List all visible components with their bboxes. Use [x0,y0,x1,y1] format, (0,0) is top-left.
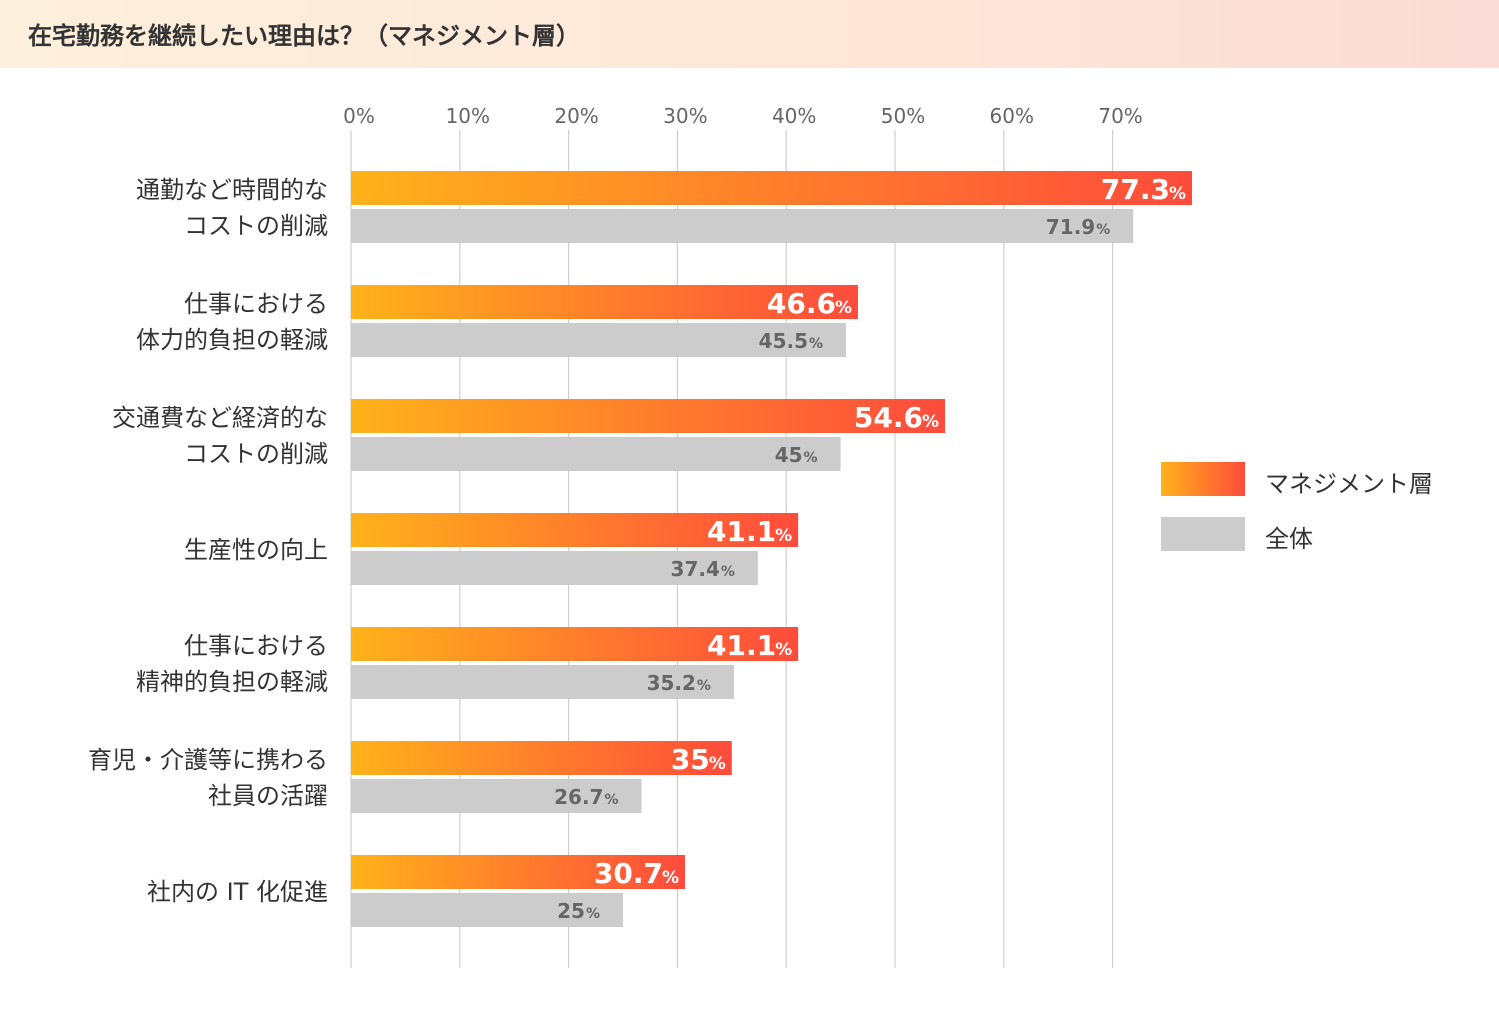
bars: 77.3%71.9 %46.6%45.5 %54.6%45 %41.1%37.4 %41… [351,171,1192,927]
value-suffix-management: % [709,754,726,774]
bar-overall [351,665,734,699]
x-tick-label: 60% [990,104,1034,128]
bar-overall [351,893,623,927]
value-label-management: 41.1 [707,515,776,548]
x-tick-label: 0% [343,104,375,128]
value-suffix-overall: % [604,792,618,808]
value-suffix-management: % [1169,184,1186,204]
category-label: コストの削減 [184,440,328,468]
bar-overall [351,551,758,585]
value-label-management: 46.6 [767,287,836,320]
value-label-management: 30.7 [594,857,663,890]
value-suffix-overall: % [721,564,735,580]
bar-management [351,741,732,775]
bar-overall [351,323,847,357]
legend-item-overall: 全体 [1161,517,1481,553]
value-suffix-management: % [662,868,679,888]
category-labels: 通勤など時間的なコストの削減仕事における体力的負担の軽減交通費など経済的なコスト… [88,176,328,906]
category-label: 仕事における [184,290,328,318]
value-suffix-management: % [922,412,939,432]
bar-management [351,171,1192,205]
value-suffix-overall: % [697,678,711,694]
category-label: 精神的負担の軽減 [136,668,328,696]
category-label: 社内の IT 化促進 [147,878,328,906]
legend-item-management: マネジメント層 [1161,462,1481,498]
x-tick-label: 30% [663,104,707,128]
value-label-overall: 45.5 [759,329,808,353]
value-label-overall: 26.7 [554,785,603,809]
value-label-management: 77.3 [1101,173,1170,206]
bar-management [351,285,858,319]
value-suffix-overall: % [809,336,823,352]
bar-overall [351,437,841,471]
category-label: 仕事における [184,632,328,660]
value-suffix-management: % [835,298,852,318]
bar-management [351,627,799,661]
category-label: 体力的負担の軽減 [136,326,328,354]
bar-overall [351,209,1134,243]
value-suffix-overall: % [1096,222,1110,238]
x-axis-ticks: 0% 10% 20% 30% 40% 50% 60% 70% [343,104,1143,128]
x-tick-label: 40% [772,104,816,128]
bar-management [351,513,799,547]
legend-label-overall: 全体 [1265,525,1313,553]
value-label-overall: 35.2 [647,671,696,695]
legend-swatch-overall [1161,517,1245,551]
bar-management [351,855,686,889]
legend-label-management: マネジメント層 [1265,470,1433,498]
bar-management [351,399,946,433]
value-suffix-overall: % [804,450,818,466]
category-label: 育児・介護等に携わる [88,746,328,774]
x-tick-label: 50% [881,104,925,128]
category-label: 通勤など時間的な [136,176,328,204]
category-label: 社員の活躍 [208,782,328,810]
value-label-management: 41.1 [707,629,776,662]
title-bar: 在宅勤務を継続したい理由は？（マネジメント層） [0,0,1499,68]
value-label-overall: 25 [557,899,585,923]
value-suffix-management: % [775,526,792,546]
bar-overall [351,779,642,813]
value-label-overall: 45 [775,443,803,467]
value-label-management: 35 [671,743,710,776]
value-label-management: 54.6 [854,401,923,434]
x-tick-label: 20% [554,104,598,128]
value-suffix-overall: % [586,906,600,922]
legend-swatch-management [1161,462,1245,496]
value-label-overall: 37.4 [671,557,720,581]
category-label: 生産性の向上 [184,536,328,564]
category-label: コストの削減 [184,212,328,240]
x-tick-label: 70% [1098,104,1142,128]
x-tick-label: 10% [446,104,490,128]
category-label: 交通費など経済的な [112,404,328,432]
value-label-overall: 71.9 [1046,215,1095,239]
chart-title: 在宅勤務を継続したい理由は？（マネジメント層） [28,22,580,50]
value-suffix-management: % [775,640,792,660]
grid-lines [350,130,1114,968]
